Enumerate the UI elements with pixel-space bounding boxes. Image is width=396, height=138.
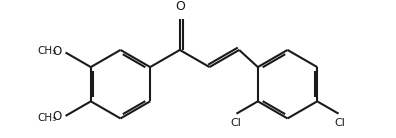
Text: O: O	[52, 45, 61, 58]
Text: O: O	[176, 0, 186, 13]
Text: CH₃: CH₃	[37, 46, 56, 56]
Text: Cl: Cl	[334, 118, 345, 128]
Text: O: O	[52, 110, 61, 123]
Text: CH₃: CH₃	[37, 113, 56, 123]
Text: Cl: Cl	[230, 118, 241, 128]
